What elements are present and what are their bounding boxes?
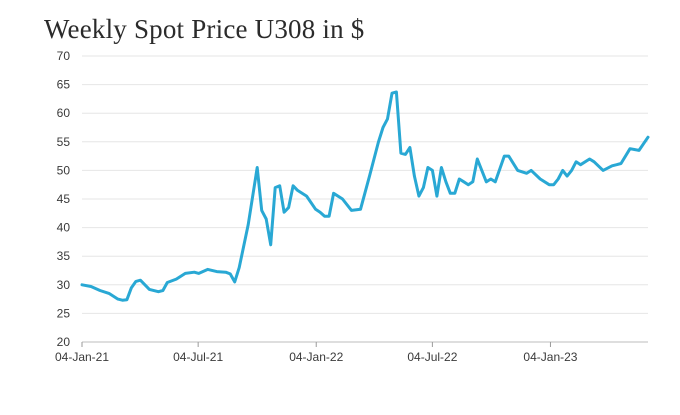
- y-axis-tick-labels: 20 25 30 35 40 45 50 55 60 65 70: [57, 49, 71, 349]
- chart-title: Weekly Spot Price U308 in $: [44, 14, 365, 44]
- y-tick-label: 55: [57, 135, 71, 149]
- y-tick-label: 30: [57, 278, 71, 292]
- x-tick-label: 04-Jul-21: [173, 350, 223, 364]
- x-tick-label: 04-Jan-23: [523, 350, 577, 364]
- y-tick-label: 70: [57, 49, 71, 63]
- y-tick-label: 45: [57, 192, 71, 206]
- y-tick-label: 40: [57, 221, 71, 235]
- x-tick-label: 04-Jan-22: [289, 350, 343, 364]
- x-axis-tick-labels: 04-Jan-21 04-Jul-21 04-Jan-22 04-Jul-22 04-J…: [55, 342, 578, 364]
- y-tick-label: 65: [57, 78, 71, 92]
- y-tick-label: 50: [57, 163, 71, 177]
- gridlines: [82, 55, 648, 343]
- series-line: [80, 90, 650, 302]
- y-tick-label: 60: [57, 106, 71, 120]
- x-tick-label: 04-Jan-21: [55, 350, 109, 364]
- y-tick-label: 20: [57, 335, 71, 349]
- y-tick-label: 35: [57, 249, 71, 263]
- y-tick-label: 25: [57, 306, 71, 320]
- x-tick-label: 04-Jul-22: [407, 350, 457, 364]
